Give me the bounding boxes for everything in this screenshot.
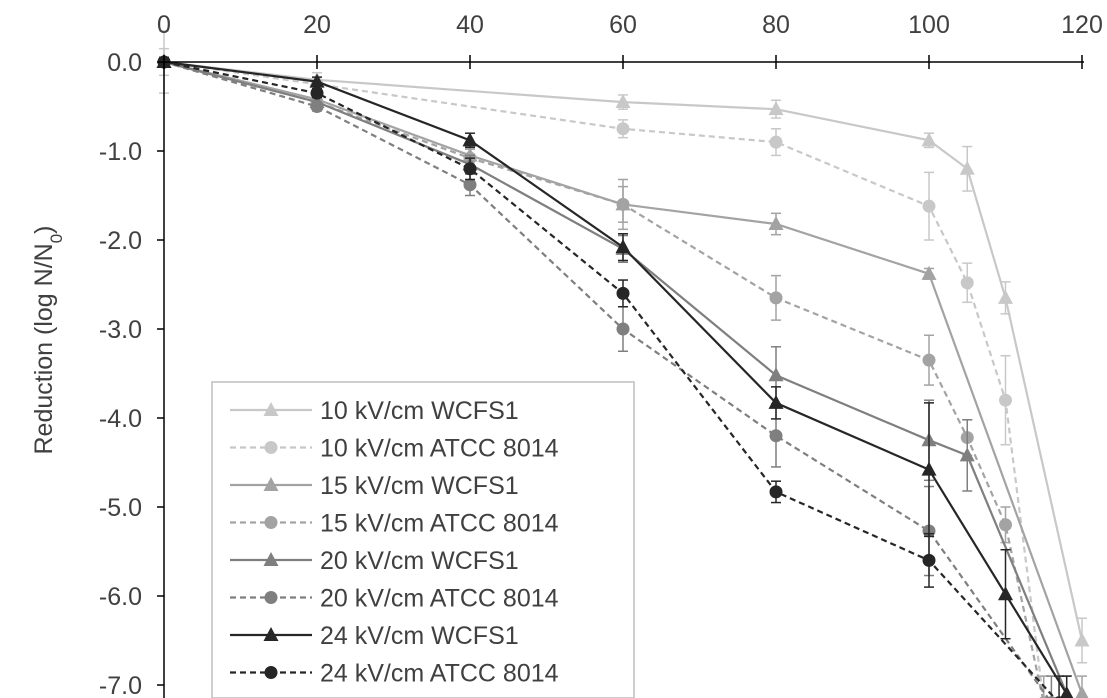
legend-marker (264, 666, 278, 679)
data-point (999, 518, 1012, 532)
data-point (999, 393, 1012, 407)
legend-marker (263, 477, 279, 491)
data-point (960, 276, 974, 290)
legend-entry-10-kv-cm-wcfs1: 10 kV/cm WCFS1 (230, 397, 519, 425)
data-point (921, 461, 937, 476)
data-point (959, 447, 975, 462)
y-axis-title-end: ) (30, 225, 58, 233)
legend-entry-15-kv-cm-wcfs1: 15 kV/cm WCFS1 (230, 472, 519, 500)
data-point (922, 353, 936, 367)
y-tick-label: -3.0 (99, 316, 142, 344)
data-point (310, 86, 324, 100)
data-point (768, 101, 784, 116)
data-point (616, 197, 630, 211)
y-tick-label: -6.0 (99, 583, 142, 611)
y-tick-label: -2.0 (99, 227, 142, 255)
data-point (921, 132, 937, 147)
y-axis-title-main: Reduction (log N/N (30, 243, 58, 454)
legend-marker (263, 402, 279, 416)
x-tick-label: 0 (157, 11, 171, 39)
legend-label: 24 kV/cm ATCC 8014 (320, 660, 559, 688)
legend-label: 10 kV/cm ATCC 8014 (320, 435, 559, 463)
data-point (463, 178, 477, 192)
data-point (616, 122, 630, 136)
data-point (922, 553, 936, 567)
data-point (998, 289, 1013, 304)
series-line (163, 60, 1084, 641)
legend-label: 24 kV/cm WCFS1 (320, 622, 519, 650)
series-line (163, 60, 1068, 695)
data-point (959, 160, 975, 175)
x-tick-label: 40 (456, 11, 484, 39)
data-point (769, 485, 783, 499)
x-tick-label: 80 (762, 11, 790, 39)
series-24-kv-cm-wcfs1 (156, 54, 1074, 698)
y-tick-label: -5.0 (99, 494, 142, 522)
data-point (922, 199, 936, 213)
data-point (998, 586, 1013, 601)
data-point (462, 132, 478, 147)
legend-entry-20-kv-cm-atcc-8014: 20 kV/cm ATCC 8014 (230, 585, 559, 613)
y-axis-title-subscript: 0 (47, 234, 66, 243)
legend-entry-20-kv-cm-wcfs1: 20 kV/cm WCFS1 (230, 547, 519, 575)
legend-label: 15 kV/cm ATCC 8014 (320, 510, 559, 538)
series-line (163, 60, 1068, 695)
x-tick-label: 20 (303, 11, 331, 39)
legend-marker (263, 627, 279, 641)
legend-marker (264, 516, 278, 529)
data-point (615, 94, 631, 109)
data-point (616, 286, 630, 300)
y-tick-label: -7.0 (99, 672, 142, 698)
data-point (921, 265, 937, 280)
legend-marker (263, 552, 279, 566)
data-point (1060, 685, 1074, 698)
series-line (163, 60, 1045, 698)
data-point (768, 215, 784, 230)
data-point (1075, 685, 1089, 698)
legend-label: 20 kV/cm ATCC 8014 (320, 585, 559, 613)
x-tick-label: 120 (1061, 11, 1103, 39)
legend-entry-10-kv-cm-atcc-8014: 10 kV/cm ATCC 8014 (230, 435, 559, 463)
legend: 10 kV/cm WCFS1 10 kV/cm ATCC 8014 15 kV/cm… (211, 381, 635, 698)
data-point (309, 73, 325, 88)
legend-marker (264, 441, 278, 454)
data-point (769, 429, 783, 443)
y-tick-label: -4.0 (99, 405, 142, 433)
y-tick-label: -1.0 (99, 138, 142, 166)
legend-box (211, 381, 635, 698)
legend-marker (264, 591, 278, 604)
data-point (1074, 632, 1090, 647)
series-24-kv-cm-atcc-8014 (157, 55, 1065, 698)
data-point (616, 322, 630, 336)
data-point (769, 291, 783, 305)
y-axis-title: Reduction (log N/N0) (30, 225, 66, 454)
data-point (768, 367, 784, 382)
x-tick-label: 100 (908, 11, 950, 39)
axes-layer: 0 20 40 60 80 100 120 0.0 -1.0 -2.0 -3.0 -4.0 -5.0 -6… (99, 11, 1103, 698)
data-point (768, 394, 784, 409)
legend-label: 15 kV/cm WCFS1 (320, 472, 519, 500)
legend-entry-24-kv-cm-atcc-8014: 24 kV/cm ATCC 8014 (230, 660, 559, 688)
data-point (615, 239, 631, 254)
legend-entry-15-kv-cm-atcc-8014: 15 kV/cm ATCC 8014 (230, 510, 559, 538)
data-point (310, 100, 324, 113)
data-point (769, 135, 783, 149)
legend-entry-24-kv-cm-wcfs1: 24 kV/cm WCFS1 (230, 622, 519, 650)
legend-label: 10 kV/cm WCFS1 (320, 397, 519, 425)
data-point (463, 162, 477, 176)
legend-label: 20 kV/cm WCFS1 (320, 547, 519, 575)
y-tick-label: 0.0 (107, 49, 142, 77)
x-tick-label: 60 (609, 11, 637, 39)
